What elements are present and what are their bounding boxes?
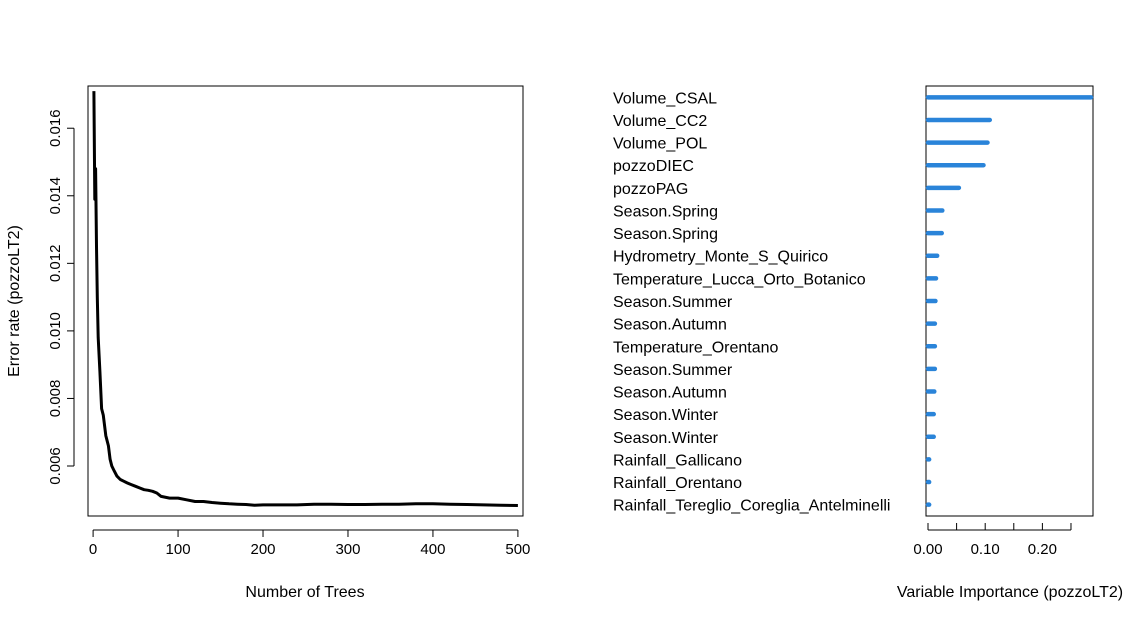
- variable-label: Volume_CC2: [613, 113, 707, 130]
- variable-label: Rainfall_Tereglio_Coreglia_Antelminelli: [613, 498, 890, 515]
- error-x-axis-title: Number of Trees: [245, 584, 364, 601]
- variable-label: Volume_POL: [613, 136, 707, 153]
- importance-x-tick-label: 0.00: [913, 541, 942, 558]
- variable-label: Season.Autumn: [613, 317, 727, 334]
- variable-label: Season.Spring: [613, 226, 718, 243]
- error-y-tick-label: 0.016: [47, 109, 64, 147]
- variable-label: Temperature_Orentano: [613, 339, 779, 356]
- error-plot-frame: [87, 85, 524, 517]
- importance-x-axis: 0.00 0.10 0.20: [913, 523, 1072, 558]
- error-y-tick-label: 0.008: [47, 380, 64, 418]
- importance-x-tick-label: 0.10: [971, 541, 1000, 558]
- error-y-tick-label: 0.006: [47, 447, 64, 485]
- error-x-tick-label: 500: [505, 541, 530, 558]
- error-x-tick-label: 200: [251, 541, 276, 558]
- error-rate-panel: 0 100 200 300 400 500 0.0060.0080.0100.0120.0…: [6, 85, 530, 601]
- error-y-tick-label: 0.012: [47, 245, 64, 283]
- variable-label: Season.Winter: [613, 407, 719, 424]
- variable-label: Rainfall_Orentano: [613, 475, 742, 492]
- error-x-tick-label: 400: [420, 541, 445, 558]
- variable-label: Temperature_Lucca_Orto_Botanico: [613, 271, 866, 288]
- error-x-tick-label: 0: [89, 541, 97, 558]
- error-y-tick-label: 0.014: [47, 177, 64, 215]
- variable-label: pozzoPAG: [613, 181, 688, 198]
- error-x-tick-label: 100: [166, 541, 191, 558]
- error-x-tick-label: 300: [335, 541, 360, 558]
- variable-labels: Volume_CSAL Volume_CC2 Volume_POL pozzoDIEC…: [613, 90, 890, 514]
- error-rate-line: [92, 91, 518, 507]
- variable-label: Volume_CSAL: [613, 90, 717, 107]
- error-y-tick-label: 0.010: [47, 312, 64, 350]
- variable-importance-panel: Volume_CSAL Volume_CC2 Volume_POL pozzoDIEC…: [613, 85, 1123, 601]
- variable-label: pozzoDIEC: [613, 158, 694, 175]
- variable-label: Season.Autumn: [613, 385, 727, 402]
- error-y-axis-title: Error rate (pozzoLT2): [6, 225, 23, 377]
- variable-label: Season.Winter: [613, 430, 719, 447]
- variable-label: Season.Summer: [613, 294, 733, 311]
- variable-label: Season.Summer: [613, 362, 733, 379]
- error-x-axis: 0 100 200 300 400 500: [89, 529, 530, 558]
- importance-bars: [925, 95, 1094, 507]
- variable-label: Rainfall_Gallicano: [613, 452, 742, 469]
- variable-label: Hydrometry_Monte_S_Quirico: [613, 249, 828, 266]
- importance-plot-frame: [925, 85, 1094, 517]
- importance-x-tick-label: 0.20: [1028, 541, 1057, 558]
- error-y-axis: 0.006 0.008 0.010 0.012 0.014 0.016: [47, 109, 75, 485]
- importance-x-axis-title: Variable Importance (pozzoLT2): [897, 584, 1123, 601]
- variable-label: Season.Spring: [613, 203, 718, 220]
